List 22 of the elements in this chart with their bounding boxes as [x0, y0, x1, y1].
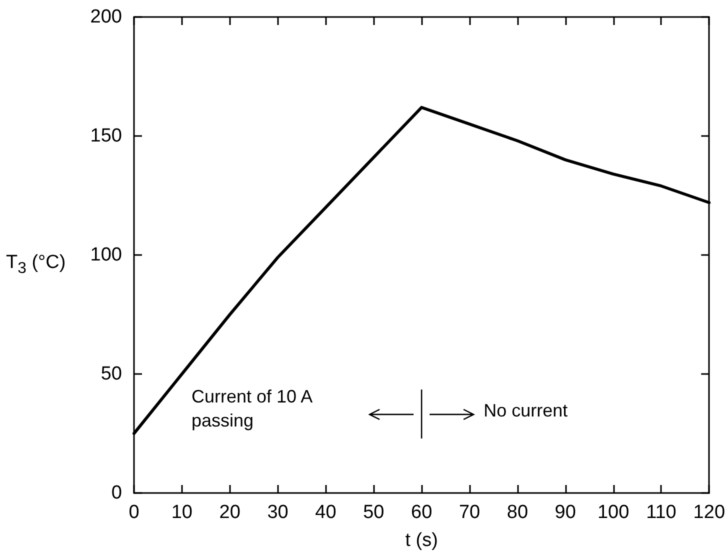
x-tick-label: 40 — [315, 502, 336, 523]
x-tick-label: 50 — [363, 502, 384, 523]
y-tick-label: 200 — [90, 6, 122, 28]
x-tick-label: 80 — [506, 502, 528, 523]
y-tick-label: 0 — [111, 482, 122, 504]
x-tick-label: 120 — [693, 502, 725, 523]
x-tick-label: 0 — [128, 502, 140, 523]
x-tick-label: 10 — [171, 502, 192, 523]
x-tick-label: 20 — [219, 502, 240, 523]
y-axis-title: T$_{3}$ (°C) — [6, 252, 66, 278]
x-tick-label: 70 — [458, 502, 480, 523]
x-tick-label: 100 — [597, 502, 630, 523]
annotation: Current of 10 A passing — [192, 386, 317, 430]
y-tick-label: 50 — [100, 364, 122, 384]
x-tick-label: 90 — [554, 502, 576, 523]
x-tick-label: 60 — [411, 502, 432, 523]
annotation: No current — [484, 400, 568, 420]
x-tick-label: 110 — [646, 502, 676, 523]
y-tick-label: 150 — [90, 126, 122, 146]
x-axis-title: t (s) — [405, 530, 438, 551]
x-tick-label: 30 — [267, 502, 288, 523]
y-tick-label: 100 — [90, 244, 122, 266]
